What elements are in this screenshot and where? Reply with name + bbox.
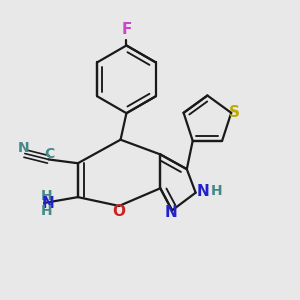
Text: N: N bbox=[18, 141, 29, 155]
Text: F: F bbox=[121, 22, 132, 37]
Text: H: H bbox=[40, 204, 52, 218]
Text: C: C bbox=[44, 147, 54, 161]
Text: N: N bbox=[42, 196, 55, 211]
Text: N: N bbox=[197, 184, 210, 199]
Text: S: S bbox=[229, 105, 240, 120]
Text: H: H bbox=[211, 184, 223, 198]
Text: N: N bbox=[164, 205, 177, 220]
Text: H: H bbox=[40, 189, 52, 202]
Text: O: O bbox=[112, 204, 125, 219]
